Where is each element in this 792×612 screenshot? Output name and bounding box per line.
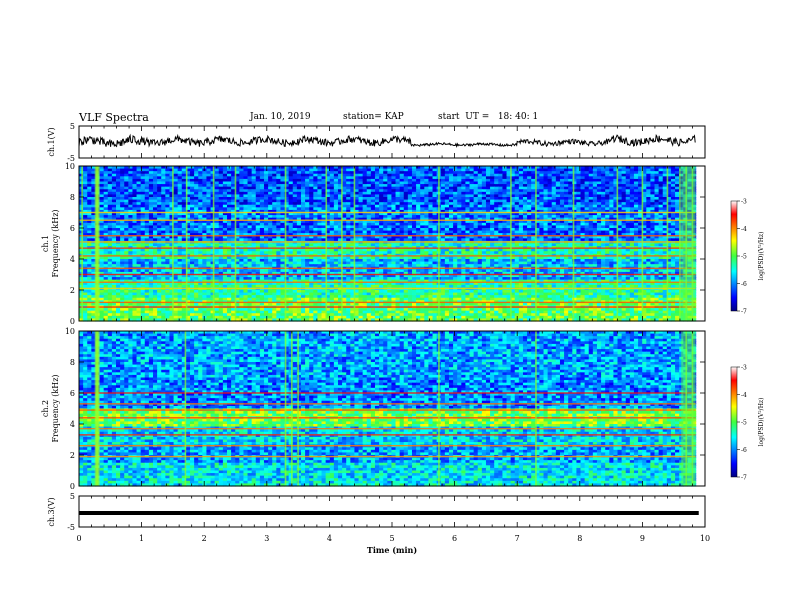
ch1-spectrogram (79, 166, 696, 322)
vlf-figure: 5-5ch.1(V)0246810ch.1 Frequency (kHz)-3-4… (0, 0, 792, 612)
